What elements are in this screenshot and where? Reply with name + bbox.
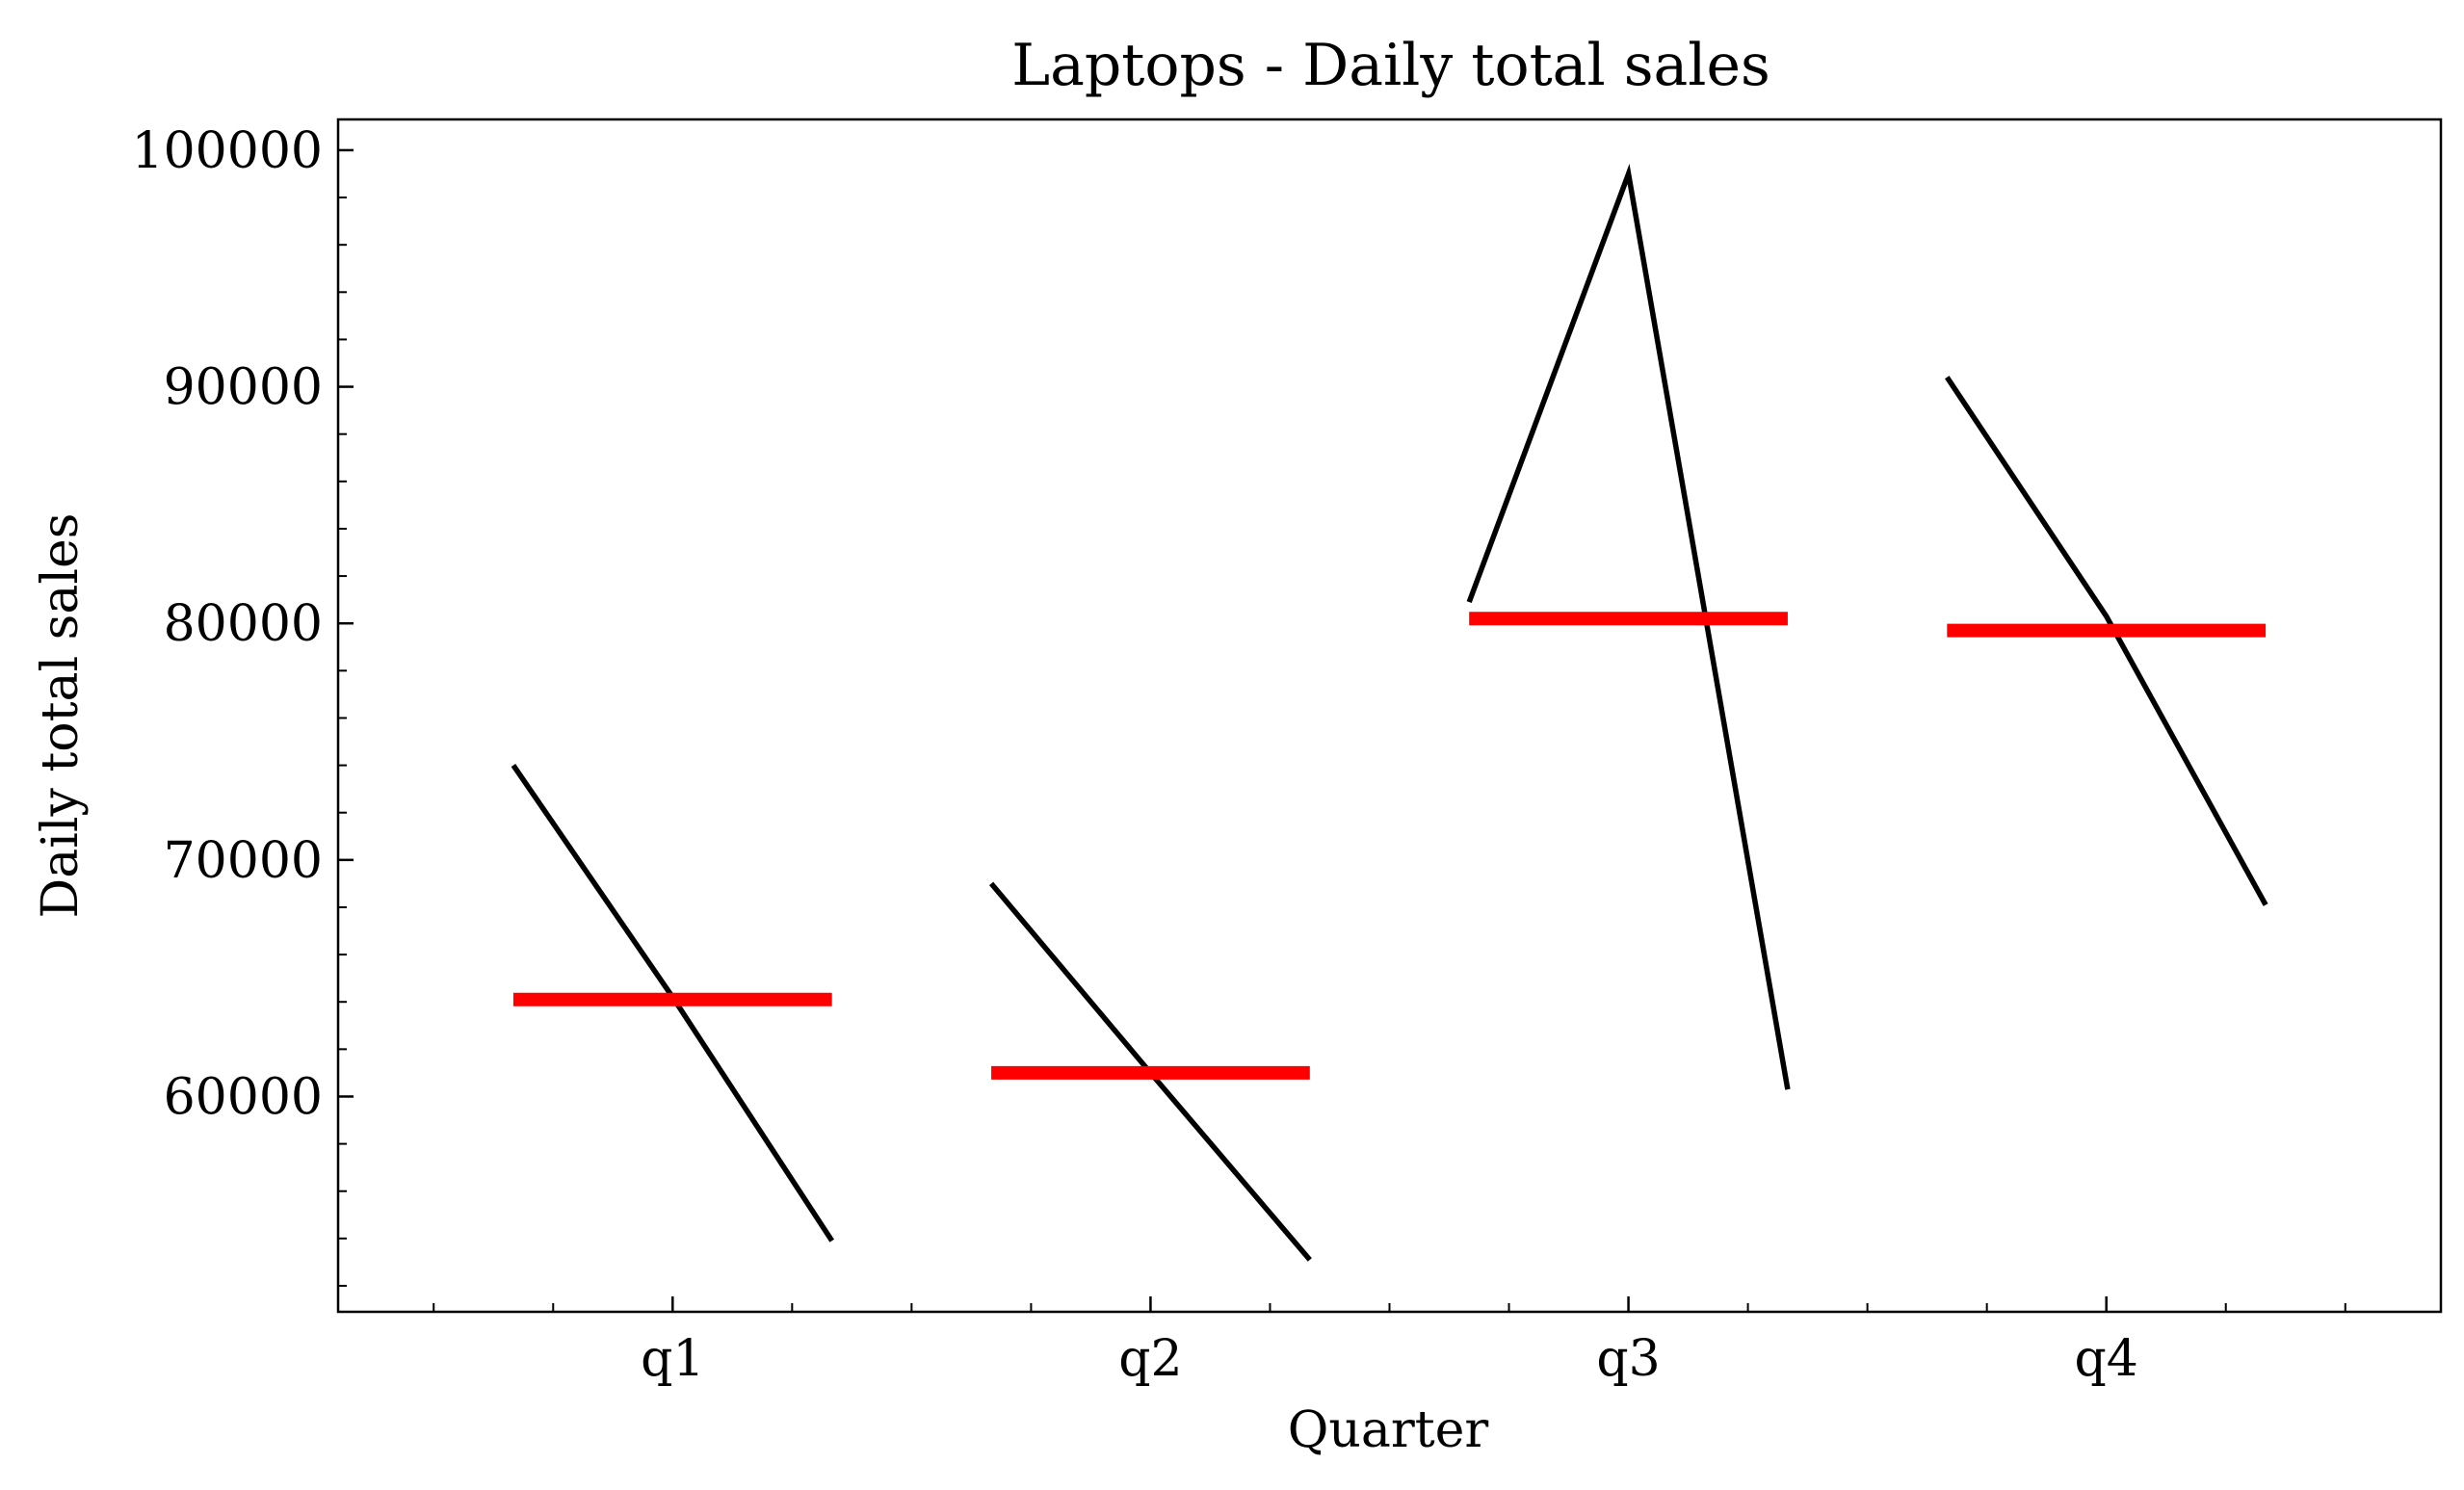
x-tick-label: q4 — [2075, 1330, 2138, 1388]
plot-frame — [336, 118, 2443, 1314]
x-tick-label: q3 — [1596, 1330, 1660, 1388]
axis-ticks — [338, 148, 2346, 1312]
x-tick-label: q1 — [641, 1330, 704, 1388]
tick-labels: 60000 70000 80000 90000 100000 q1 q2 q3 q4 — [131, 122, 2137, 1388]
chart-title: Laptops - Daily total sales — [1011, 32, 1770, 99]
y-axis-label: Daily total sales — [32, 513, 90, 919]
x-axis-label: Quarter — [1288, 1401, 1489, 1459]
x-tick-label: q2 — [1118, 1330, 1182, 1388]
daily-line-q3 — [1466, 164, 1791, 1090]
y-tick-label: 70000 — [164, 832, 323, 890]
daily-line-q4 — [1945, 376, 2268, 906]
y-tick-label: 100000 — [131, 122, 323, 180]
chart-marks — [511, 164, 2268, 1262]
y-tick-label: 80000 — [164, 595, 323, 653]
y-tick-label: 90000 — [164, 359, 323, 417]
y-tick-label: 60000 — [164, 1068, 323, 1126]
